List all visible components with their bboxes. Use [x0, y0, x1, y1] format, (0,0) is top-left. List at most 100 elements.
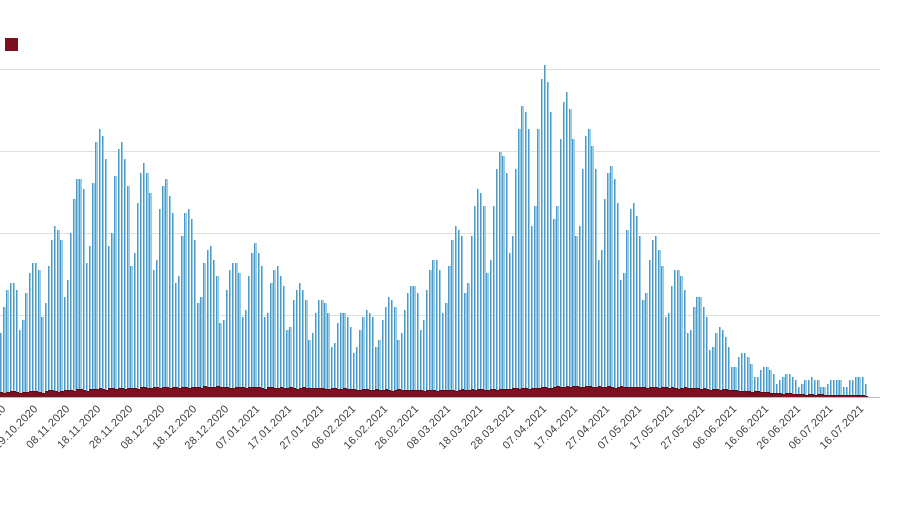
- bar-blue-series: [639, 236, 642, 397]
- bar-red-series: [429, 389, 433, 397]
- bar-red-series: [92, 388, 96, 397]
- bar-blue-series: [38, 269, 41, 397]
- bar-red-series: [575, 385, 579, 397]
- bar-blue-series: [372, 316, 375, 397]
- bar-blue-series: [270, 283, 273, 397]
- bar-red-series: [419, 390, 424, 397]
- bar-red-series: [6, 391, 10, 397]
- bar-blue-series: [791, 376, 795, 397]
- bar-red-series: [565, 386, 570, 397]
- bar-red-series: [632, 386, 637, 397]
- bar-blue-series: [95, 142, 98, 397]
- bar-red-series: [511, 387, 516, 397]
- bar-blue-series: [321, 299, 324, 397]
- bar-blue-series: [794, 380, 798, 397]
- bar-blue-series: [798, 386, 801, 397]
- bar-red-series: [610, 386, 614, 397]
- bar-blue-series: [578, 226, 582, 397]
- bar-blue-series: [769, 370, 772, 397]
- bar-blue-series: [744, 353, 747, 397]
- bar-red-series: [114, 388, 118, 397]
- bar-blue-series: [241, 316, 245, 397]
- bar-red-series: [34, 390, 39, 397]
- bar-blue-series: [642, 299, 645, 397]
- bar-blue-series: [823, 386, 826, 397]
- bar-red-series: [759, 391, 764, 397]
- bar-blue-series: [858, 376, 861, 397]
- bar-blue-series: [346, 316, 349, 397]
- bar-red-series: [457, 389, 462, 397]
- bar-blue-series: [804, 380, 807, 397]
- bar-red-series: [693, 387, 697, 397]
- bar-blue-series: [562, 102, 566, 397]
- bar-blue-series: [734, 366, 737, 397]
- bar-blue-series: [57, 229, 60, 397]
- bar-red-series: [127, 388, 131, 397]
- bar-red-series: [190, 386, 195, 397]
- bar-blue-series: [238, 273, 241, 397]
- bar-red-series: [73, 390, 77, 397]
- bar-red-series: [562, 387, 567, 397]
- bar-red-series: [848, 394, 853, 397]
- bar-blue-series: [515, 169, 518, 397]
- bar-red-series: [572, 386, 576, 397]
- bar-blue-series: [190, 219, 194, 397]
- bar-red-series: [321, 387, 325, 397]
- bar-red-series: [470, 389, 475, 397]
- bar-blue-series: [308, 340, 311, 397]
- bar-blue-series: [629, 209, 632, 397]
- bar-blue-series: [235, 263, 238, 397]
- bar-red-series: [639, 386, 643, 397]
- bar-blue-series: [0, 333, 3, 397]
- bar-blue-series: [219, 323, 222, 397]
- bar-red-series: [381, 389, 385, 397]
- bar-red-series: [724, 388, 729, 397]
- bar-red-series: [181, 386, 185, 397]
- bar-blue-series: [206, 249, 210, 397]
- bar-red-series: [152, 386, 157, 397]
- bar-blue-series: [626, 229, 629, 397]
- bar-red-series: [168, 388, 172, 397]
- bar-blue-series: [85, 263, 89, 397]
- bar-red-series: [763, 392, 767, 397]
- bar-red-series: [362, 388, 366, 397]
- bar-blue-series: [715, 333, 718, 397]
- bar-red-series: [626, 387, 630, 397]
- bar-blue-series: [829, 380, 833, 397]
- x-axis-line: [0, 397, 880, 398]
- bar-red-series: [346, 388, 351, 397]
- bar-red-series: [406, 389, 411, 397]
- bar-red-series: [225, 386, 230, 397]
- bar-blue-series: [92, 182, 95, 397]
- bar-red-series: [426, 389, 430, 397]
- bar-blue-series: [289, 326, 292, 397]
- bar-blue-series: [181, 236, 184, 397]
- bar-blue-series: [502, 155, 505, 397]
- bar-blue-series: [120, 142, 124, 397]
- bar-blue-series: [378, 340, 381, 397]
- bar-blue-series: [540, 78, 543, 397]
- bar-blue-series: [473, 206, 477, 397]
- bar-blue-series: [66, 279, 70, 397]
- bar-blue-series: [842, 386, 845, 397]
- bar-blue-series: [569, 108, 572, 397]
- bar-blue-series: [530, 226, 534, 397]
- bar-red-series: [778, 392, 783, 397]
- bar-blue-series: [44, 303, 47, 397]
- bar-blue-series: [553, 219, 556, 397]
- bar-blue-series: [550, 112, 553, 397]
- bar-blue-series: [616, 202, 620, 397]
- bar-red-series: [594, 386, 599, 397]
- bar-red-series: [82, 389, 87, 397]
- bar-blue-series: [6, 289, 9, 397]
- bar-red-series: [489, 388, 494, 397]
- bar-blue-series: [693, 306, 696, 397]
- bar-red-series: [232, 388, 236, 397]
- bar-blue-series: [782, 376, 785, 397]
- bar-blue-series: [438, 269, 442, 397]
- bar-blue-series: [263, 316, 267, 397]
- bar-blue-series: [413, 286, 416, 397]
- bar-red-series: [95, 389, 99, 397]
- bar-red-series: [158, 387, 163, 397]
- bar-red-series: [451, 390, 455, 397]
